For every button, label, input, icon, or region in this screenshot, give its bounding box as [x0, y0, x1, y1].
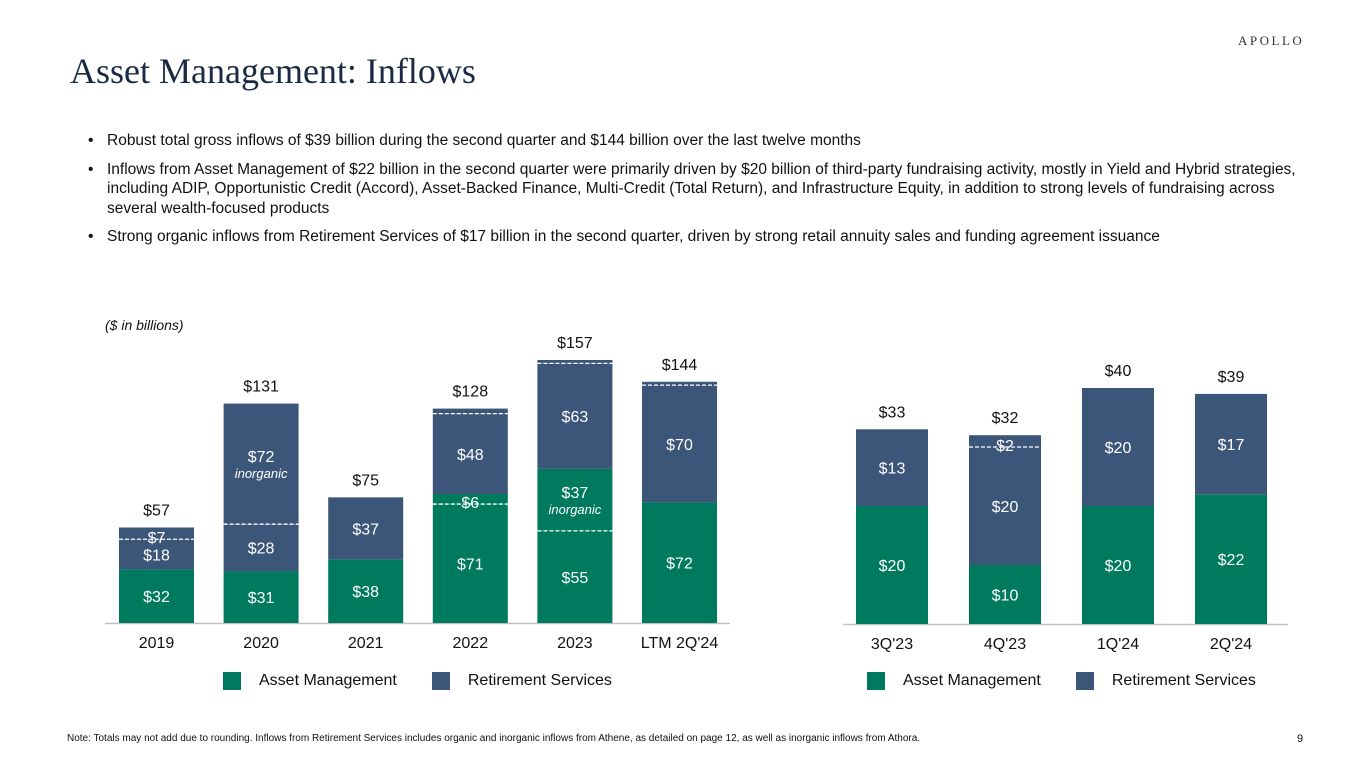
legend-item-retirement-services: Retirement Services: [431, 672, 612, 690]
legend-label: Asset Management: [903, 672, 1041, 689]
segment-label: $72: [666, 556, 693, 573]
segment-label: $2: [996, 438, 1014, 455]
bar-segment: [969, 435, 1041, 447]
x-tick-label: 2020: [243, 635, 279, 652]
bar-segment: [856, 506, 928, 624]
bar-total-label: $128: [453, 384, 489, 401]
x-tick-label: LTM 2Q'24: [641, 635, 719, 652]
bar-segment: [119, 539, 194, 570]
segment-label: $72: [248, 449, 275, 466]
legend-label: Asset Management: [259, 672, 397, 689]
bar-segment: [119, 569, 194, 623]
x-tick-label: 3Q'23: [871, 636, 913, 653]
segment-label: $6: [461, 495, 479, 512]
bar-segment: [642, 385, 717, 503]
bar-segment: [969, 565, 1041, 624]
bar-segment: [856, 429, 928, 506]
bar-segment: [328, 497, 404, 560]
x-tick-label: 2019: [139, 635, 175, 652]
bar-total-label: $144: [662, 357, 698, 374]
legend-swatch: [223, 672, 241, 690]
bar-segment: [119, 527, 194, 540]
bar-segment: [969, 447, 1041, 565]
segment-label: $32: [143, 589, 170, 606]
segment-label: $22: [1218, 552, 1245, 569]
bar-segment: [537, 468, 613, 531]
footnote: Note: Totals may not add due to rounding…: [67, 733, 921, 744]
bar-segment: [1082, 506, 1154, 624]
bar-total-label: $75: [352, 472, 379, 489]
segment-label: $55: [562, 570, 589, 587]
segment-label: $31: [248, 590, 275, 607]
segment-label: $17: [1218, 437, 1245, 454]
segment-label: $20: [879, 558, 906, 575]
x-tick-label: 2023: [557, 635, 593, 652]
legend-item-asset-management: Asset Management: [867, 672, 1041, 690]
bar-total-label: $131: [243, 379, 279, 396]
legend-swatch: [1075, 672, 1094, 690]
annual-chart-legend: Asset Management Retirement Services: [223, 672, 647, 690]
bullet-list: Robust total gross inflows of $39 billio…: [88, 131, 1308, 256]
segment-label: $70: [666, 437, 693, 454]
bar-segment: [223, 524, 299, 572]
segment-label: $20: [1105, 558, 1132, 575]
legend-swatch: [867, 672, 885, 690]
bar-segment: [537, 363, 613, 469]
segment-sublabel: inorganic: [235, 466, 288, 481]
segment-label: $37: [352, 521, 379, 538]
segment-sublabel: inorganic: [549, 502, 602, 517]
segment-label: $20: [992, 499, 1019, 516]
x-tick-label: 1Q'24: [1097, 636, 1139, 653]
bar-segment: [432, 413, 508, 495]
bar-total-label: $32: [992, 410, 1019, 427]
segment-label: $48: [457, 447, 484, 464]
bar-segment: [537, 530, 613, 623]
bar-segment: [223, 571, 299, 623]
bar-total-label: $57: [143, 503, 170, 520]
segment-label: $71: [457, 557, 484, 574]
bar-segment: [1195, 393, 1267, 495]
bar-total-label: $33: [879, 404, 906, 421]
x-tick-label: 2021: [348, 635, 384, 652]
segment-label: $20: [1105, 440, 1132, 457]
segment-label: $37: [562, 485, 589, 502]
bar-segment: [1082, 388, 1154, 506]
bar-segment: [328, 559, 404, 623]
legend-item-asset-management: Asset Management: [223, 672, 397, 690]
bar-total-label: $157: [557, 335, 593, 352]
segment-label: $38: [352, 584, 379, 601]
x-tick-label: 2022: [453, 635, 489, 652]
legend-label: Retirement Services: [467, 672, 612, 689]
units-label: ($ in billions): [105, 317, 184, 333]
legend-label: Retirement Services: [1111, 672, 1256, 689]
bullet-item: Strong organic inflows from Retirement S…: [88, 227, 1308, 247]
segment-label: $63: [562, 409, 589, 426]
page-title: Asset Management: Inflows: [70, 51, 476, 91]
x-tick-label: 4Q'23: [984, 636, 1026, 653]
apollo-logo: APOLLO: [1238, 33, 1305, 48]
bar-total-label: $39: [1218, 369, 1245, 386]
segment-label: $28: [248, 541, 275, 558]
bar-segment: [223, 403, 299, 525]
segment-label: $10: [992, 588, 1019, 605]
bullet-item: Robust total gross inflows of $39 billio…: [88, 131, 1308, 151]
x-tick-label: 2Q'24: [1210, 636, 1252, 653]
bar-segment: [537, 360, 613, 364]
bar-segment: [1195, 494, 1267, 624]
segment-label: $13: [879, 461, 906, 478]
bar-total-label: $40: [1105, 363, 1132, 380]
segment-label: $18: [143, 547, 170, 564]
bar-segment: [642, 502, 717, 623]
quarterly-chart-legend: Asset Management Retirement Services: [867, 672, 1291, 690]
page-number: 9: [1297, 733, 1304, 745]
bar-segment: [432, 504, 508, 623]
bar-segment: [432, 408, 508, 414]
bullet-item: Inflows from Asset Management of $22 bil…: [88, 160, 1308, 219]
segment-label: $7: [148, 530, 166, 547]
bar-segment: [432, 494, 508, 505]
legend-swatch: [431, 672, 450, 690]
legend-item-retirement-services: Retirement Services: [1075, 672, 1256, 690]
bar-segment: [642, 381, 717, 386]
